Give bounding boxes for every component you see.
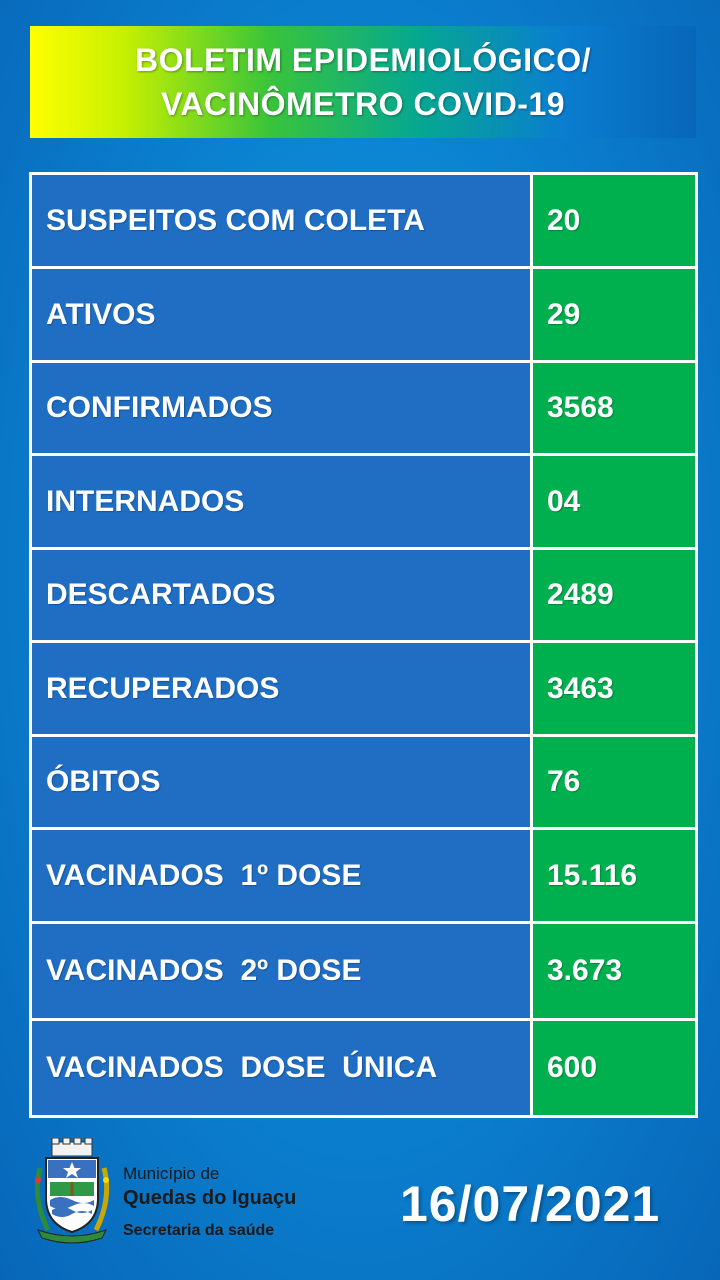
- table-row: VACINADOS 2º DOSE 3.673: [29, 921, 698, 1021]
- row-label: RECUPERADOS: [29, 640, 533, 737]
- row-value: 3.673: [530, 921, 698, 1021]
- row-label: INTERNADOS: [29, 453, 533, 550]
- row-label: CONFIRMADOS: [29, 360, 533, 456]
- table-row: SUSPEITOS COM COLETA 20: [29, 172, 698, 269]
- stats-table: SUSPEITOS COM COLETA 20 ATIVOS 29 CONFIR…: [29, 172, 698, 1118]
- row-label: VACINADOS 2º DOSE: [29, 921, 533, 1021]
- municipal-coat-of-arms-icon: [34, 1138, 110, 1244]
- table-row: CONFIRMADOS 3568: [29, 360, 698, 456]
- row-label: VACINADOS 1º DOSE: [29, 827, 533, 924]
- table-row: DESCARTADOS 2489: [29, 547, 698, 643]
- title-banner: BOLETIM EPIDEMIOLÓGICO/ VACINÔMETRO COVI…: [30, 26, 696, 138]
- row-label: ÓBITOS: [29, 734, 533, 830]
- municipality-name: Quedas do Iguaçu: [123, 1187, 297, 1209]
- department-name: Secretaria da saúde: [123, 1222, 275, 1239]
- table-row: ATIVOS 29: [29, 266, 698, 363]
- table-row: ÓBITOS 76: [29, 734, 698, 830]
- municipality-block: Município de Quedas do Iguaçu Secretaria…: [123, 1163, 296, 1241]
- row-value: 3463: [530, 640, 698, 737]
- table-row: RECUPERADOS 3463: [29, 640, 698, 737]
- title-line-1: BOLETIM EPIDEMIOLÓGICO/: [135, 42, 591, 78]
- municipality-prefix: Município de: [123, 1164, 220, 1183]
- bulletin-date: 16/07/2021: [400, 1176, 661, 1232]
- row-value: 04: [530, 453, 698, 550]
- row-label: SUSPEITOS COM COLETA: [29, 172, 533, 269]
- row-value: 76: [530, 734, 698, 830]
- row-value: 3568: [530, 360, 698, 456]
- row-value: 20: [530, 172, 698, 269]
- table-row: VACINADOS DOSE ÚNICA 600: [29, 1018, 698, 1118]
- row-label: VACINADOS DOSE ÚNICA: [29, 1018, 533, 1118]
- row-value: 29: [530, 266, 698, 363]
- table-row: VACINADOS 1º DOSE 15.116: [29, 827, 698, 924]
- table-row: INTERNADOS 04: [29, 453, 698, 550]
- row-label: ATIVOS: [29, 266, 533, 363]
- row-label: DESCARTADOS: [29, 547, 533, 643]
- row-value: 600: [530, 1018, 698, 1118]
- row-value: 15.116: [530, 827, 698, 924]
- row-value: 2489: [530, 547, 698, 643]
- title-line-2: VACINÔMETRO COVID-19: [160, 86, 566, 122]
